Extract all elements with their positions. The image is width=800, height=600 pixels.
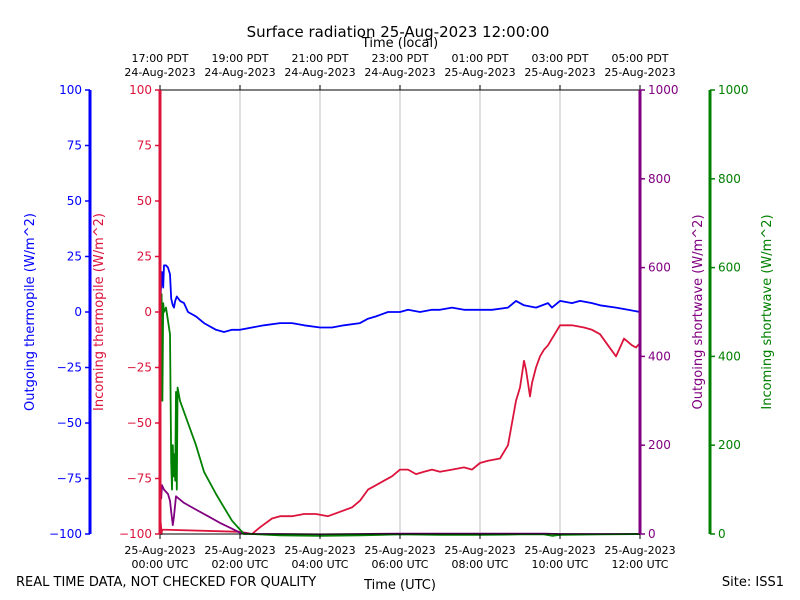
x-tick-date: 25-Aug-2023 <box>364 544 435 557</box>
top-tick-time: 01:00 PDT <box>451 52 508 65</box>
y-tick-label: 0 <box>74 305 82 319</box>
y-tick-label: 1000 <box>648 83 679 97</box>
incoming-thermopile-label: Incoming thermopile (W/m^2) <box>92 213 107 411</box>
outgoing-thermopile-label: Outgoing thermopile (W/m^2) <box>23 213 38 411</box>
y-tick-label: 400 <box>718 349 741 363</box>
top-tick-date: 25-Aug-2023 <box>444 66 515 79</box>
axes <box>85 85 715 539</box>
top-tick-date: 25-Aug-2023 <box>604 66 675 79</box>
x-axis-label: Time (UTC) <box>363 578 436 593</box>
y-tick-label: 25 <box>67 250 82 264</box>
outgoing-shortwave-label: Outgoing shortwave (W/m^2) <box>691 214 706 409</box>
top-tick-time: 21:00 PDT <box>291 52 348 65</box>
x-tick-date: 25-Aug-2023 <box>204 544 275 557</box>
top-tick-date: 24-Aug-2023 <box>204 66 275 79</box>
y-tick-label: 0 <box>718 527 726 541</box>
y-tick-label: 1000 <box>718 83 749 97</box>
top-axis-label: Time (local) <box>361 36 438 51</box>
y-tick-label: −100 <box>49 527 82 541</box>
x-tick-time: 08:00 UTC <box>451 558 508 571</box>
x-tick-date: 25-Aug-2023 <box>284 544 355 557</box>
y-tick-label: 600 <box>718 261 741 275</box>
quality-note: REAL TIME DATA, NOT CHECKED FOR QUALITY <box>16 575 317 590</box>
top-tick-date: 24-Aug-2023 <box>284 66 355 79</box>
y-tick-label: 200 <box>648 438 671 452</box>
y-tick-label: −75 <box>57 472 82 486</box>
incoming-shortwave-label: Incoming shortwave (W/m^2) <box>760 214 775 409</box>
x-tick-date: 25-Aug-2023 <box>444 544 515 557</box>
x-tick-time: 04:00 UTC <box>291 558 348 571</box>
x-tick-time: 00:00 UTC <box>131 558 188 571</box>
y-tick-label: 50 <box>67 194 82 208</box>
series-incoming-thermopile <box>159 324 641 535</box>
top-tick-time: 17:00 PDT <box>131 52 188 65</box>
x-tick-time: 06:00 UTC <box>371 558 428 571</box>
y-tick-label: 100 <box>59 83 82 97</box>
y-tick-label: 600 <box>648 261 671 275</box>
x-tick-time: 10:00 UTC <box>531 558 588 571</box>
y-tick-label: −100 <box>119 527 152 541</box>
y-tick-label: 25 <box>137 250 152 264</box>
top-tick-time: 19:00 PDT <box>211 52 268 65</box>
y-tick-label: 75 <box>67 139 82 153</box>
top-tick-date: 24-Aug-2023 <box>124 66 195 79</box>
x-tick-time: 12:00 UTC <box>611 558 668 571</box>
top-tick-date: 25-Aug-2023 <box>524 66 595 79</box>
y-tick-label: −50 <box>57 416 82 430</box>
x-tick-date: 25-Aug-2023 <box>124 544 195 557</box>
y-tick-label: 75 <box>137 139 152 153</box>
top-tick-time: 23:00 PDT <box>371 52 428 65</box>
top-tick-time: 05:00 PDT <box>611 52 668 65</box>
site-label: Site: ISS1 <box>721 575 784 590</box>
y-tick-label: −25 <box>57 361 82 375</box>
chart-title: Surface radiation 25-Aug-2023 12:00:00 <box>247 23 550 41</box>
y-tick-label: 800 <box>648 172 671 186</box>
y-tick-label: 50 <box>137 194 152 208</box>
y-tick-label: 400 <box>648 349 671 363</box>
top-tick-date: 24-Aug-2023 <box>364 66 435 79</box>
y-tick-label: 200 <box>718 438 741 452</box>
y-tick-label: −75 <box>127 472 152 486</box>
x-tick-time: 02:00 UTC <box>211 558 268 571</box>
y-tick-label: 0 <box>648 527 656 541</box>
series-incoming-shortwave <box>159 293 641 537</box>
x-tick-date: 25-Aug-2023 <box>524 544 595 557</box>
y-tick-label: −25 <box>127 361 152 375</box>
y-tick-label: −50 <box>127 416 152 430</box>
series-outgoing-thermopile <box>159 264 641 333</box>
y-tick-label: 100 <box>129 83 152 97</box>
y-tick-label: 800 <box>718 172 741 186</box>
x-tick-date: 25-Aug-2023 <box>604 544 675 557</box>
top-tick-time: 03:00 PDT <box>531 52 588 65</box>
y-tick-label: 0 <box>144 305 152 319</box>
